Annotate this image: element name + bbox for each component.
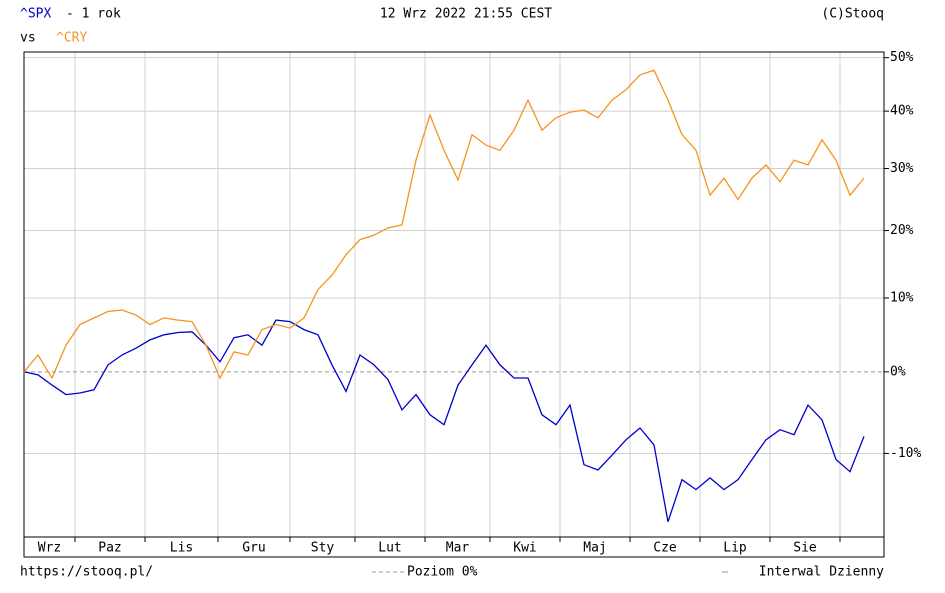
- y-tick-label: 40%: [890, 104, 914, 119]
- vs-label: vs: [20, 31, 36, 46]
- y-tick-label: 0%: [890, 364, 906, 379]
- timestamp: 12 Wrz 2022 21:55 CEST: [380, 7, 552, 22]
- x-tick-label: Sie: [793, 541, 817, 556]
- y-tick-label: 50%: [890, 50, 914, 65]
- x-tick-label: Lip: [723, 541, 747, 556]
- y-tick-label: -10%: [890, 446, 921, 461]
- period: - 1 rok: [66, 7, 121, 22]
- series-name: ^CRY: [56, 31, 87, 46]
- x-tick-label: Cze: [653, 541, 677, 556]
- y-tick-label: 30%: [890, 161, 914, 176]
- series-line: [23, 69, 865, 380]
- interval-label: Interwal Dzienny: [759, 565, 884, 580]
- x-axis-band: [23, 536, 885, 558]
- x-tick-label: Maj: [583, 541, 606, 556]
- x-tick-label: Gru: [242, 541, 265, 556]
- x-tick-label: Lut: [378, 541, 401, 556]
- zero-line-label: Poziom 0%: [407, 565, 478, 580]
- x-tick-label: Mar: [446, 541, 470, 556]
- y-tick-label: 20%: [890, 223, 914, 238]
- source-url: https://stooq.pl/: [20, 565, 153, 580]
- x-tick-label: Kwi: [513, 541, 536, 556]
- copyright: (C)Stooq: [821, 7, 884, 22]
- x-tick-label: Wrz: [38, 541, 61, 556]
- x-tick-label: Paz: [98, 541, 121, 556]
- series-name: ^SPX: [20, 7, 51, 22]
- y-tick-label: 10%: [890, 290, 914, 305]
- series-line: [23, 319, 865, 523]
- x-tick-label: Lis: [170, 541, 193, 556]
- x-tick-label: Sty: [311, 541, 335, 556]
